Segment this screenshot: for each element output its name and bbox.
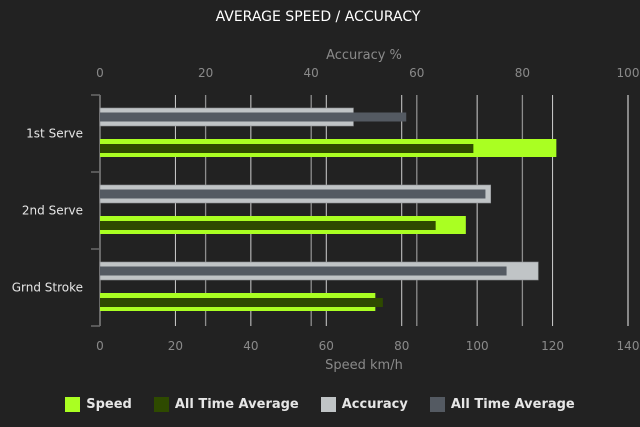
bottom-tick-label: 120 — [541, 339, 564, 353]
bottom-tick-label: 60 — [319, 339, 334, 353]
category-label: 1st Serve — [26, 127, 83, 141]
legend-swatch — [429, 397, 445, 412]
legend-item[interactable]: All Time Average — [153, 397, 299, 412]
bar-speed-average — [100, 298, 383, 307]
category-label: Grnd Stroke — [12, 281, 83, 295]
top-axis-label: Accuracy % — [326, 48, 402, 63]
top-tick-label: 20 — [198, 66, 213, 80]
top-tick-label: 100 — [617, 66, 640, 80]
bar-speed-average — [100, 221, 436, 230]
top-tick-label: 60 — [409, 66, 424, 80]
bar-accuracy-average — [100, 189, 486, 199]
bottom-axis-label: Speed km/h — [325, 358, 403, 373]
legend-swatch — [65, 397, 81, 412]
top-tick-label: 80 — [515, 66, 530, 80]
legend-label: Speed — [86, 397, 132, 412]
legend-label: All Time Average — [174, 397, 299, 412]
bar-accuracy-average — [100, 112, 407, 122]
category-label: 2nd Serve — [22, 204, 83, 218]
bottom-tick-label: 100 — [466, 339, 489, 353]
legend-item[interactable]: All Time Average — [429, 397, 575, 412]
bar-speed-average — [100, 144, 474, 153]
bar-accuracy-average — [100, 266, 507, 276]
chart: AVERAGE SPEED / ACCURACY Accuracy % Spee… — [12, 9, 640, 373]
bottom-tick-label: 0 — [96, 339, 104, 353]
legend-swatch — [153, 397, 169, 412]
legend-swatch — [320, 397, 336, 412]
chart-title: AVERAGE SPEED / ACCURACY — [216, 9, 421, 25]
bottom-tick-label: 140 — [617, 339, 640, 353]
legend-label: Accuracy — [341, 397, 408, 412]
legend-label: All Time Average — [450, 397, 575, 412]
bottom-tick-label: 80 — [394, 339, 409, 353]
bottom-tick-label: 20 — [168, 339, 183, 353]
legend-item[interactable]: Accuracy — [320, 397, 408, 412]
top-tick-label: 0 — [96, 66, 104, 80]
bottom-tick-label: 40 — [243, 339, 258, 353]
top-tick-label: 40 — [304, 66, 319, 80]
legend-item[interactable]: Speed — [65, 397, 132, 412]
legend: Speed All Time Average Accuracy All Time Av… — [0, 397, 640, 412]
